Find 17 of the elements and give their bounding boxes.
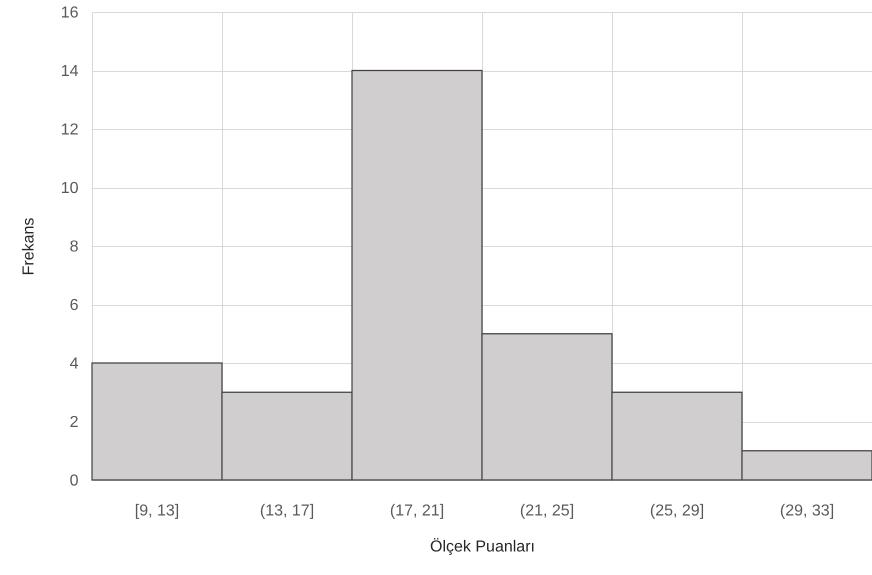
y-tick-label: 16 xyxy=(60,4,79,22)
y-tick-label: 6 xyxy=(70,297,79,314)
y-tick-label: 8 xyxy=(70,238,79,256)
y-tick-label: 4 xyxy=(70,356,79,372)
y-tick-label: 2 xyxy=(70,414,79,431)
x-tick-label: (13, 17] xyxy=(260,502,314,520)
y-tick-label: 12 xyxy=(60,122,79,138)
y-axis-title: Frekans xyxy=(20,218,38,276)
x-tick-label: (17, 21] xyxy=(390,502,444,520)
x-tick-label: [9, 13] xyxy=(134,502,180,520)
x-tick-label: (29, 33] xyxy=(780,502,834,520)
x-axis-title: Ölçek Puanları xyxy=(430,538,535,556)
y-tick-label: 0 xyxy=(70,472,79,490)
x-tick-label: (25, 29] xyxy=(650,502,704,520)
y-tick-label: 10 xyxy=(60,180,79,197)
x-tick-label: (21, 25] xyxy=(520,502,574,520)
y-tick-label: 14 xyxy=(60,63,79,80)
